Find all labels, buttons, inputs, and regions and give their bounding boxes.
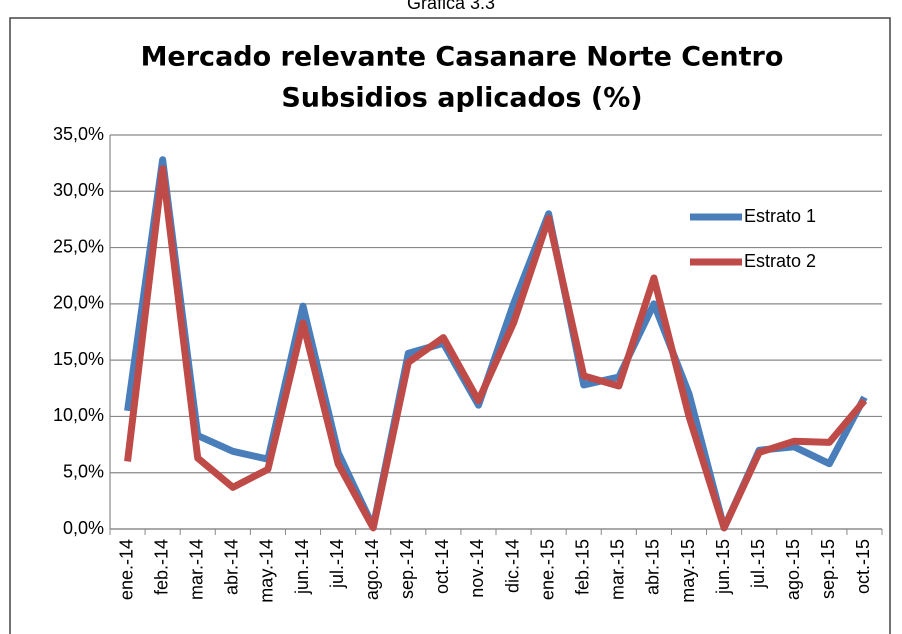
chart-title: Mercado relevante Casanare Norte Centro [141, 42, 784, 73]
x-tick-label: oct.-14 [432, 539, 452, 594]
x-tick-label: ene.-15 [537, 539, 557, 600]
x-tick-label: jun.-15 [713, 539, 733, 595]
chart-subtitle: Subsidios aplicados (%) [281, 83, 642, 114]
x-tick-label: ago.-15 [783, 539, 803, 600]
y-tick-label: 10,0% [53, 405, 104, 425]
x-tick-label: feb.-15 [572, 539, 592, 595]
x-tick-label: may.-14 [257, 539, 277, 603]
chart-border [9, 17, 891, 634]
legend-label: Estrato 1 [744, 206, 816, 226]
x-tick-label: oct.-15 [853, 539, 873, 594]
x-tick-label: jul.-14 [327, 539, 347, 589]
x-tick-label: jul.-15 [748, 539, 768, 589]
x-tick-label: sep.-15 [818, 539, 838, 599]
x-tick-label: mar.-15 [608, 539, 628, 600]
x-tick-label: sep.-14 [397, 539, 417, 599]
y-tick-label: 0,0% [63, 518, 104, 538]
y-tick-label: 30,0% [53, 180, 104, 200]
caption: Gráfica 3.3 [407, 0, 495, 13]
x-tick-label: ago.-14 [362, 539, 382, 600]
y-tick-label: 5,0% [63, 461, 104, 481]
y-tick-label: 20,0% [53, 293, 104, 313]
legend-label: Estrato 2 [744, 251, 816, 271]
x-tick-label: dic.-14 [502, 539, 522, 593]
y-tick-label: 15,0% [53, 349, 104, 369]
y-tick-label: 35,0% [53, 124, 104, 144]
x-tick-label: abr.-14 [222, 539, 242, 595]
x-tick-label: feb.-14 [151, 539, 171, 595]
x-tick-label: nov.-14 [467, 539, 487, 598]
x-tick-label: may.-15 [678, 539, 698, 603]
x-tick-label: ene.-14 [116, 539, 136, 600]
x-tick-label: abr.-15 [643, 539, 663, 595]
series-line [124, 165, 868, 532]
y-tick-label: 25,0% [53, 236, 104, 256]
x-tick-label: mar.-14 [186, 539, 206, 600]
x-tick-label: jun.-14 [292, 539, 312, 595]
